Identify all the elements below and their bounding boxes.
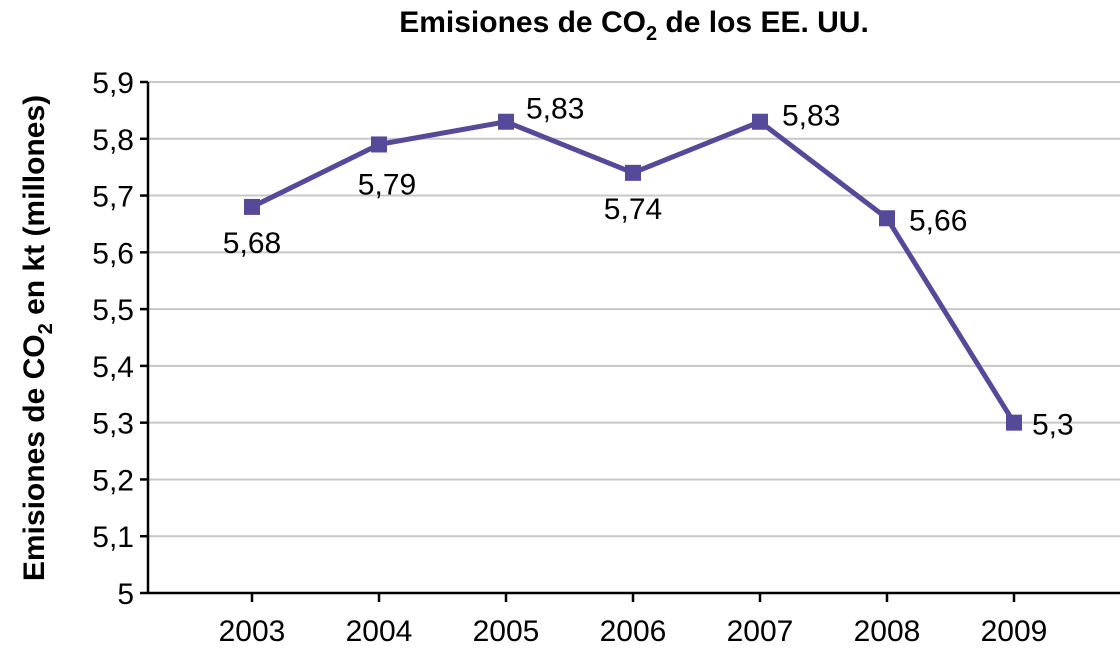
data-point-marker: [1006, 414, 1022, 431]
x-tick-label: 2005: [473, 615, 540, 648]
y-tick-label: 5,9: [92, 67, 134, 100]
x-tick-label: 2007: [727, 615, 794, 648]
data-label: 5,68: [223, 227, 281, 260]
y-axis-label: Emisiones de CO2 en kt (millones): [18, 95, 57, 581]
y-tick-labels: 5 5,1 5,2 5,3 5,4 5,5 5,6 5,7 5,8 5,9: [92, 67, 134, 611]
chart-title-subscript: 2: [646, 23, 657, 45]
series-emissions: [244, 113, 1022, 431]
data-label: 5,83: [526, 93, 584, 126]
chart-title-part-1: Emisiones de CO: [399, 6, 646, 39]
y-tick-label: 5,3: [92, 408, 134, 441]
y-tick-label: 5: [117, 578, 134, 611]
data-label: 5,74: [604, 193, 662, 226]
y-tick-label: 5,1: [92, 521, 134, 554]
data-label: 5,3: [1032, 409, 1074, 442]
x-tick-label: 2003: [219, 615, 286, 648]
x-tick-labels: 2003 2004 2005 2006 2007 2008 2009: [219, 615, 1048, 648]
axes: [140, 80, 1120, 602]
data-label: 5,79: [358, 168, 416, 201]
gridlines: [148, 81, 1120, 538]
chart-title-part-2: de los EE. UU.: [657, 6, 869, 39]
y-axis-label-part-1: Emisiones de CO: [18, 334, 51, 581]
x-tick-label: 2004: [346, 615, 413, 648]
data-point-marker: [625, 164, 641, 181]
data-point-marker: [752, 113, 768, 130]
data-label: 5,66: [909, 204, 967, 237]
x-tick-label: 2008: [854, 615, 921, 648]
x-tick-label: 2006: [600, 615, 667, 648]
y-tick-label: 5,6: [92, 237, 134, 270]
chart-title: Emisiones de CO2 de los EE. UU.: [399, 6, 869, 45]
y-axis-label-part-2: en kt (millones): [18, 95, 51, 323]
y-tick-label: 5,2: [92, 464, 134, 497]
data-point-marker: [879, 210, 895, 227]
y-tick-label: 5,7: [92, 181, 134, 214]
data-point-marker: [498, 113, 514, 130]
y-tick-label: 5,8: [92, 124, 134, 157]
data-point-marker: [244, 198, 260, 215]
data-point-marker: [371, 136, 387, 153]
data-labels: 5,68 5,79 5,83 5,74 5,83 5,66 5,3: [223, 93, 1074, 442]
y-axis-label-subscript: 2: [35, 323, 57, 334]
data-label: 5,83: [782, 100, 840, 133]
x-tick-label: 2009: [981, 615, 1048, 648]
y-tick-label: 5,4: [92, 351, 134, 384]
y-tick-label: 5,5: [92, 294, 134, 327]
